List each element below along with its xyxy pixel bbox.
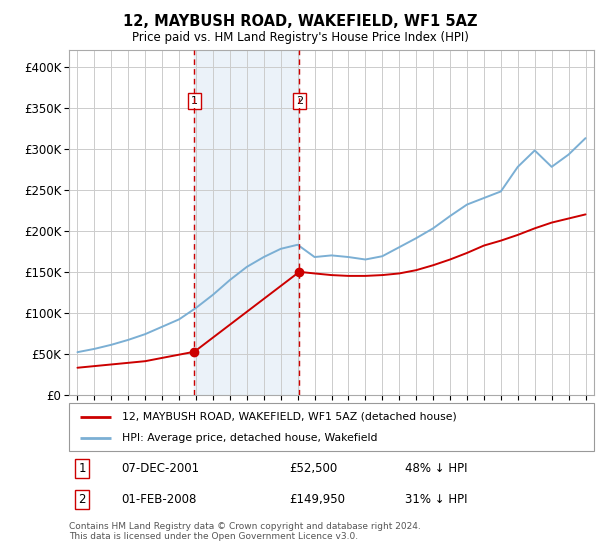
Text: Price paid vs. HM Land Registry's House Price Index (HPI): Price paid vs. HM Land Registry's House … xyxy=(131,31,469,44)
Text: 2: 2 xyxy=(296,96,303,106)
Text: HPI: Average price, detached house, Wakefield: HPI: Average price, detached house, Wake… xyxy=(121,433,377,444)
Text: 31% ↓ HPI: 31% ↓ HPI xyxy=(405,493,467,506)
Text: Contains HM Land Registry data © Crown copyright and database right 2024.
This d: Contains HM Land Registry data © Crown c… xyxy=(69,522,421,542)
Text: 1: 1 xyxy=(79,462,86,475)
Text: 12, MAYBUSH ROAD, WAKEFIELD, WF1 5AZ: 12, MAYBUSH ROAD, WAKEFIELD, WF1 5AZ xyxy=(123,14,477,29)
Text: 07-DEC-2001: 07-DEC-2001 xyxy=(121,462,200,475)
Text: £52,500: £52,500 xyxy=(290,462,338,475)
Bar xyxy=(194,50,299,395)
Text: £149,950: £149,950 xyxy=(290,493,346,506)
Text: 01-FEB-2008: 01-FEB-2008 xyxy=(121,493,197,506)
Text: 48% ↓ HPI: 48% ↓ HPI xyxy=(405,462,467,475)
Text: 12, MAYBUSH ROAD, WAKEFIELD, WF1 5AZ (detached house): 12, MAYBUSH ROAD, WAKEFIELD, WF1 5AZ (de… xyxy=(121,412,456,422)
Text: 1: 1 xyxy=(191,96,198,106)
FancyBboxPatch shape xyxy=(69,403,594,451)
Text: 2: 2 xyxy=(79,493,86,506)
